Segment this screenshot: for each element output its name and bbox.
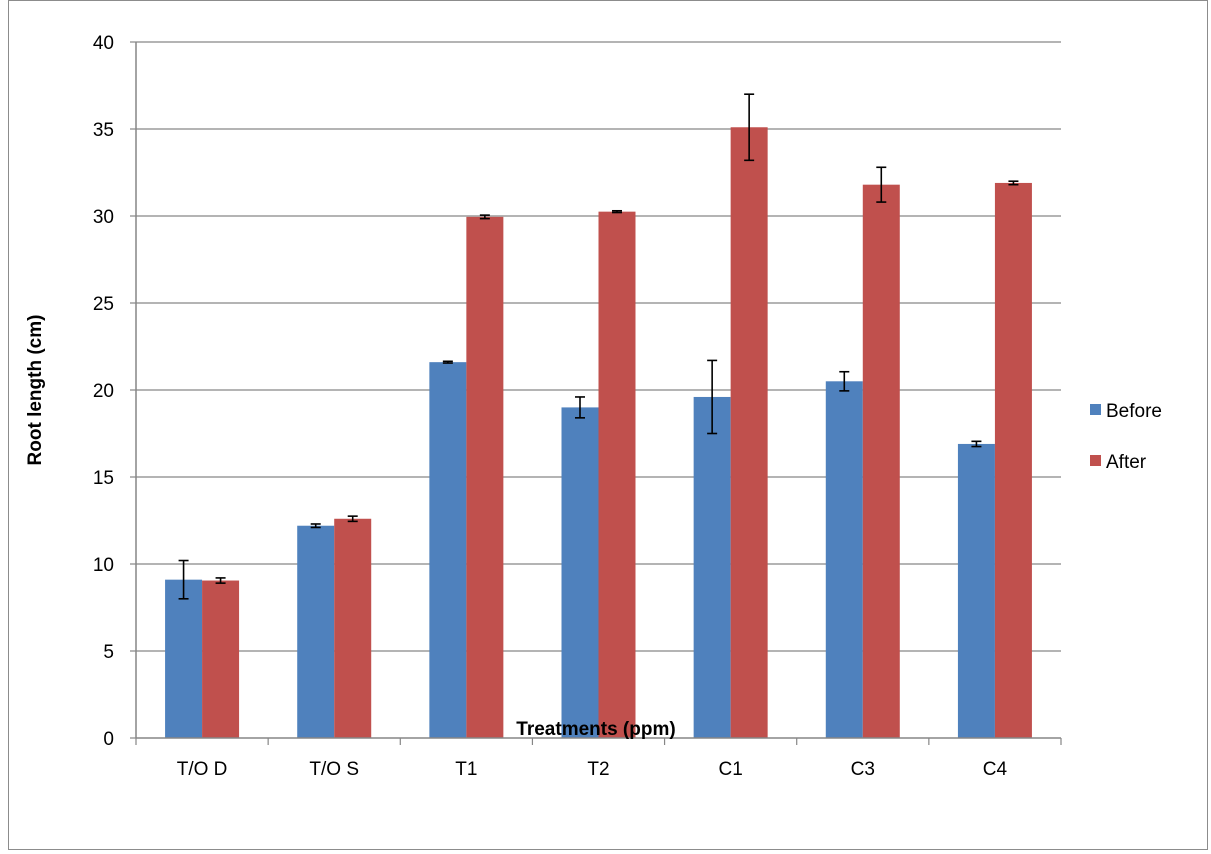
bar-before-t-o-s bbox=[297, 525, 335, 738]
x-tick-label-t-o-s: T/O S bbox=[309, 759, 359, 780]
bar-before-t1 bbox=[429, 362, 467, 738]
x-tick-label-t-o-d: T/O D bbox=[177, 759, 228, 780]
error-bar-before-t-o-s bbox=[310, 523, 321, 529]
y-tick-label: 25 bbox=[93, 294, 114, 315]
error-bar-after-c4 bbox=[1008, 180, 1019, 186]
error-bar-after-c1 bbox=[744, 93, 755, 162]
x-axis-title: Treatments (ppm) bbox=[516, 719, 675, 740]
bar-before-t-o-d bbox=[165, 579, 203, 738]
x-tick-label-c1: C1 bbox=[718, 759, 742, 780]
bar-after-c1 bbox=[730, 127, 768, 738]
error-bar-before-c1 bbox=[707, 359, 718, 435]
error-bar-after-t-o-s bbox=[347, 515, 358, 523]
y-tick-labels: 0 5 10 15 20 25 30 35 40 bbox=[93, 33, 114, 750]
y-tick-label: 35 bbox=[93, 120, 114, 141]
y-tick-label: 5 bbox=[103, 642, 114, 663]
bar-after-t1 bbox=[466, 216, 504, 738]
bar-after-t2 bbox=[598, 211, 636, 738]
bar-before-c1 bbox=[693, 396, 731, 738]
y-tick-label: 15 bbox=[93, 468, 114, 489]
legend-swatch-before bbox=[1090, 404, 1101, 415]
axes bbox=[135, 42, 1061, 739]
error-bar-after-t2 bbox=[612, 209, 622, 214]
bar-before-c4 bbox=[957, 443, 995, 738]
y-tick-label: 0 bbox=[103, 729, 114, 750]
x-tick-labels: T/O D T/O S T1 T2 C1 C3 C4 bbox=[177, 759, 1008, 780]
bar-after-c3 bbox=[862, 184, 900, 738]
legend-label-before: Before bbox=[1106, 401, 1162, 422]
legend-label-after: After bbox=[1106, 452, 1147, 473]
bar-after-t-o-d bbox=[202, 580, 240, 738]
y-tick-label: 30 bbox=[93, 207, 114, 228]
error-bar-before-c4 bbox=[971, 440, 982, 448]
bar-before-t2 bbox=[561, 407, 599, 738]
bars bbox=[165, 127, 1032, 738]
error-bar-after-t1 bbox=[479, 214, 490, 220]
error-bar-before-t2 bbox=[575, 396, 585, 419]
bar-after-c4 bbox=[994, 182, 1032, 738]
legend-swatch-after bbox=[1090, 455, 1101, 466]
error-bar-after-c3 bbox=[876, 166, 887, 203]
error-bar-before-t1 bbox=[442, 360, 453, 364]
legend: Before After bbox=[1090, 401, 1162, 473]
y-axis-title: Root length (cm) bbox=[25, 315, 46, 466]
error-bar-after-t-o-d bbox=[215, 577, 226, 584]
x-tick-label-t2: T2 bbox=[587, 759, 609, 780]
y-tick-label: 40 bbox=[93, 33, 114, 54]
bar-after-t-o-s bbox=[334, 518, 372, 738]
error-bars bbox=[178, 93, 1019, 600]
x-tick-label-c4: C4 bbox=[983, 759, 1008, 780]
x-tick-label-t1: T1 bbox=[455, 759, 477, 780]
y-tick-label: 10 bbox=[93, 555, 114, 576]
error-bar-before-t-o-d bbox=[178, 559, 189, 600]
error-bar-before-c3 bbox=[839, 370, 850, 392]
bar-before-c3 bbox=[825, 381, 863, 738]
x-tick-label-c3: C3 bbox=[851, 759, 875, 780]
y-tick-label: 20 bbox=[93, 381, 114, 402]
